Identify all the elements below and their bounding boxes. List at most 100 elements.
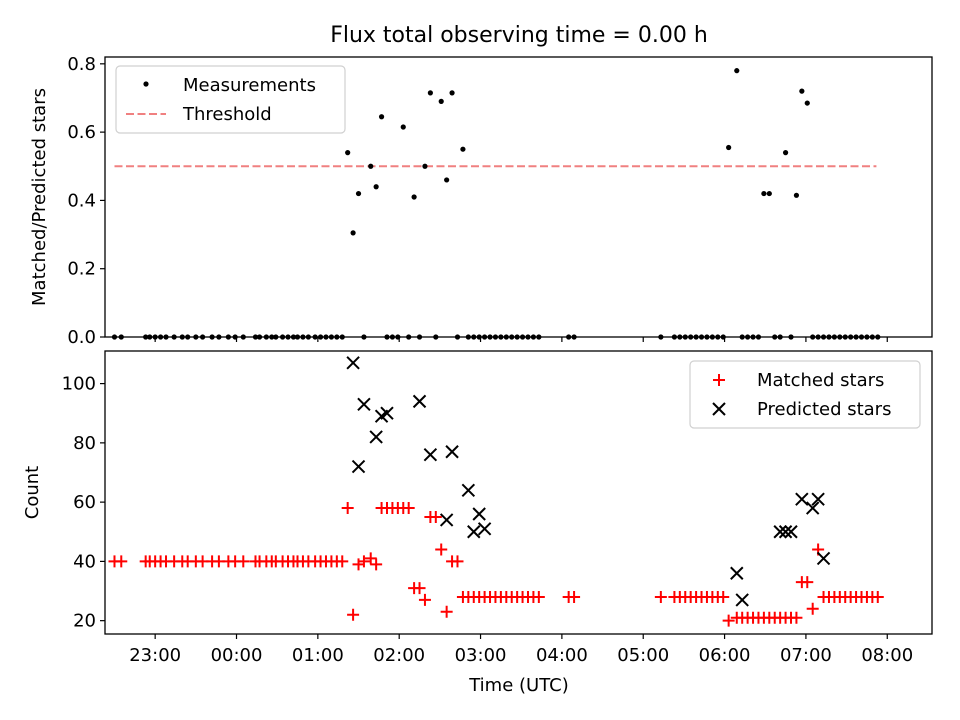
matched-star-point [722,614,735,627]
measurement-point [766,190,772,197]
count-y-tick-label: 80 [73,433,96,454]
matched-star-point [352,558,365,571]
count-x-tick-label: 08:00 [861,645,913,666]
predicted-star-point [412,394,427,409]
predicted-star-point [805,501,820,515]
matched-star-point [806,602,819,615]
ratio-legend: Measurements Threshold [115,65,346,134]
measurement-point [378,114,385,120]
predicted-star-point [369,430,383,444]
matched-stars-series [108,502,884,627]
matched-star-point [370,558,383,571]
count-x-tick-label: 06:00 [699,645,751,666]
predicted-star-point [423,448,438,462]
legend-threshold-label: Threshold [182,104,272,125]
measurement-point [368,163,374,169]
count-x-tick-label: 01:00 [292,645,344,666]
ratio-y-axis-label: Matched/Predicted stars [29,88,50,306]
predicted-star-point [346,356,360,370]
measurement-point [373,184,379,190]
x-axis-label: Time (UTC) [468,675,569,696]
count-x-tick-label: 04:00 [536,645,588,666]
ratio-legend-box [115,65,346,134]
measurement-point [422,163,428,169]
predicted-star-point [472,507,486,521]
ratio-plot-frame [104,56,933,338]
count-legend: Matched stars Predicted stars [689,360,921,429]
matched-star-point [336,555,349,568]
count-y-ticks: 20 40 60 80 100 [62,374,105,632]
matched-star-point [790,611,803,624]
count-x-tick-label: 02:00 [373,645,425,666]
matched-star-point [237,555,250,568]
predicted-star-point [795,492,809,506]
measurement-point [400,124,406,130]
count-y-axis-label: Count [22,466,43,519]
predicted-star-point [357,397,371,412]
count-y-tick-label: 100 [62,374,96,395]
count-x-tick-label: 07:00 [780,645,832,666]
predicted-star-point [461,483,476,497]
matched-star-point [451,555,464,568]
measurement-point [444,177,450,183]
predicted-star-point [778,525,793,539]
count-x-tick-label: 23:00 [129,645,181,666]
ratio-y-tick-label: 0.8 [67,54,96,75]
measurement-point [427,90,433,96]
count-x-tick-label: 05:00 [617,645,669,666]
measurement-point [411,194,417,200]
predicted-star-point [351,459,366,474]
measurement-point [793,192,800,198]
predicted-star-point [730,566,744,580]
matched-star-point [532,590,545,603]
measurement-point [782,150,789,156]
measurement-point [460,146,466,152]
count-x-ticks: 23:00 00:00 01:00 02:00 03:00 04:00 05:00 06:00… [129,634,913,666]
measurement-point [449,90,455,96]
legend-predicted-marker [712,402,726,416]
ratio-panel: 0.00.20.40.60.8 Matched/Predicted stars … [29,54,933,348]
legend-measurements-marker [143,81,149,87]
predicted-star-point [735,593,749,607]
predicted-star-point [467,525,481,539]
matched-star-point [115,555,128,568]
legend-predicted-label: Predicted stars [757,399,891,420]
measurement-point [804,100,810,106]
matched-star-point [801,576,814,589]
predicted-star-point [811,492,825,506]
matched-star-point [341,502,354,515]
matched-star-point [871,590,884,603]
ratio-y-tick-label: 0.0 [67,327,96,348]
predicted-star-point [445,445,459,459]
matched-star-point [413,582,426,595]
legend-matched-marker [713,374,725,386]
measurement-point [350,230,356,236]
matched-star-point [357,555,370,568]
matched-star-point [435,543,448,556]
predicted-stars-series [346,356,831,607]
matched-star-point [429,510,442,523]
predicted-star-point [380,406,394,420]
matched-star-point [402,502,415,515]
predicted-star-point [477,522,492,536]
predicted-star-point [773,525,787,539]
predicted-star-point [784,525,798,539]
figure-title: Flux total observing time = 0.00 h [330,23,708,48]
matched-star-point [568,590,581,603]
count-y-tick-label: 20 [73,611,96,632]
count-x-tick-label: 03:00 [455,645,507,666]
count-y-tick-label: 40 [73,551,96,572]
measurement-point [761,190,767,197]
measurement-point [799,88,805,94]
ratio-y-tick-label: 0.4 [67,190,96,211]
legend-measurements-label: Measurements [183,75,316,96]
predicted-star-point [816,551,831,566]
matched-star-point [654,590,667,603]
measurement-point [355,190,362,197]
measurement-point [438,98,444,104]
count-y-tick-label: 60 [73,492,96,513]
ratio-y-tick-label: 0.6 [67,122,96,143]
matched-star-point [418,593,431,606]
count-panel: 20 40 60 80 100 23:00 00:00 01:00 02:00 03:00 04:… [22,350,933,696]
count-x-tick-label: 00:00 [211,645,263,666]
